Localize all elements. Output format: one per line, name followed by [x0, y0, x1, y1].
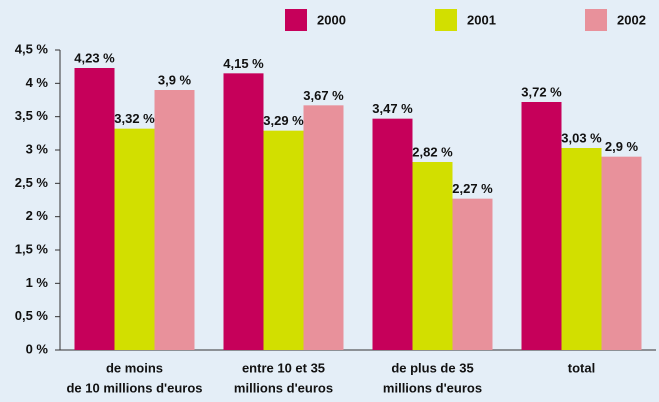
x-tick-label: de 10 millions d'euros [66, 380, 202, 395]
bar [601, 156, 642, 350]
value-label: 3,03 % [561, 130, 602, 145]
y-tick-label: 1 % [26, 275, 49, 290]
y-tick-label: 3 % [26, 141, 49, 156]
value-label: 3,47 % [372, 101, 413, 116]
x-tick-label: de plus de 35 [391, 360, 473, 375]
y-tick-label: 1,5 % [15, 241, 49, 256]
legend-swatch [435, 9, 457, 31]
value-label: 3,9 % [158, 72, 192, 87]
x-tick-label: entre 10 et 35 [242, 360, 325, 375]
bar [114, 128, 155, 350]
bar [223, 73, 264, 350]
value-label: 3,67 % [303, 88, 344, 103]
y-tick-label: 2,5 % [15, 175, 49, 190]
bar [154, 90, 195, 350]
y-tick-label: 0 % [26, 341, 49, 356]
bar [561, 148, 602, 350]
x-tick-label: total [568, 360, 595, 375]
legend-label: 2001 [467, 12, 496, 27]
value-label: 2,27 % [452, 181, 493, 196]
bar [452, 198, 493, 350]
value-label: 2,9 % [605, 139, 639, 154]
value-label: 3,32 % [114, 111, 155, 126]
bar [303, 105, 344, 350]
bar [263, 130, 304, 350]
x-tick-label: millions d'euros [234, 380, 333, 395]
value-label: 3,29 % [263, 113, 304, 128]
y-tick-label: 4 % [26, 75, 49, 90]
y-tick-label: 2 % [26, 208, 49, 223]
y-tick-label: 0,5 % [15, 308, 49, 323]
value-label: 4,23 % [74, 50, 115, 65]
bar [372, 118, 413, 351]
x-tick-label: de moins [106, 360, 163, 375]
bar [412, 162, 453, 350]
value-label: 4,15 % [223, 56, 264, 71]
value-label: 2,82 % [412, 144, 453, 159]
legend-label: 2002 [617, 12, 646, 27]
value-label: 3,72 % [521, 84, 562, 99]
y-tick-label: 3,5 % [15, 108, 49, 123]
legend-swatch [285, 9, 307, 31]
bar [521, 102, 562, 350]
legend-label: 2000 [317, 12, 346, 27]
legend-swatch [585, 9, 607, 31]
bar [74, 68, 115, 350]
y-tick-label: 4,5 % [15, 41, 49, 56]
x-tick-label: millions d'euros [383, 380, 482, 395]
